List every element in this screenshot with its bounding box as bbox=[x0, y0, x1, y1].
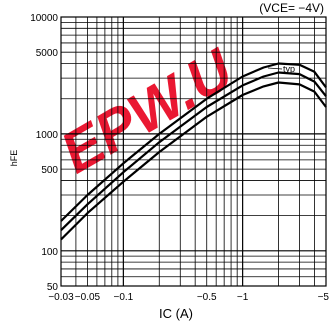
x-tick-labels: −0.03 −0.05 −0.1 −0.5 −1 −5 bbox=[48, 292, 329, 303]
series-group bbox=[60, 62, 327, 241]
y-tick-label: 10000 bbox=[30, 13, 58, 24]
x-tick-label: −1 bbox=[237, 292, 249, 303]
y-tick-labels: 50 100 500 1000 5000 10000 bbox=[30, 13, 58, 293]
y-tick-label: 100 bbox=[41, 247, 58, 258]
x-tick-label: −5 bbox=[318, 292, 329, 303]
typ-leader-line bbox=[267, 67, 283, 70]
y-tick-label: 5000 bbox=[36, 48, 59, 59]
x-tick-label: −0.03 bbox=[48, 292, 74, 303]
grid bbox=[61, 17, 326, 286]
plot-frame bbox=[60, 16, 327, 287]
y-axis-label: hFE bbox=[9, 150, 19, 167]
x-tick-label: −0.5 bbox=[197, 292, 217, 303]
y-tick-label: 50 bbox=[47, 282, 59, 293]
series-curve-1 bbox=[60, 62, 327, 222]
condition-label: (VCE= −4V) bbox=[259, 1, 324, 15]
typ-annotation: typ bbox=[283, 64, 295, 74]
x-tick-label: −0.05 bbox=[75, 292, 101, 303]
y-tick-label: 500 bbox=[41, 165, 58, 176]
series-curve-2 bbox=[60, 71, 327, 231]
y-tick-label: 1000 bbox=[36, 130, 59, 141]
x-tick-label: −0.1 bbox=[113, 292, 133, 303]
series-curve-3 bbox=[60, 81, 327, 241]
x-axis-label: IC (A) bbox=[159, 306, 193, 321]
